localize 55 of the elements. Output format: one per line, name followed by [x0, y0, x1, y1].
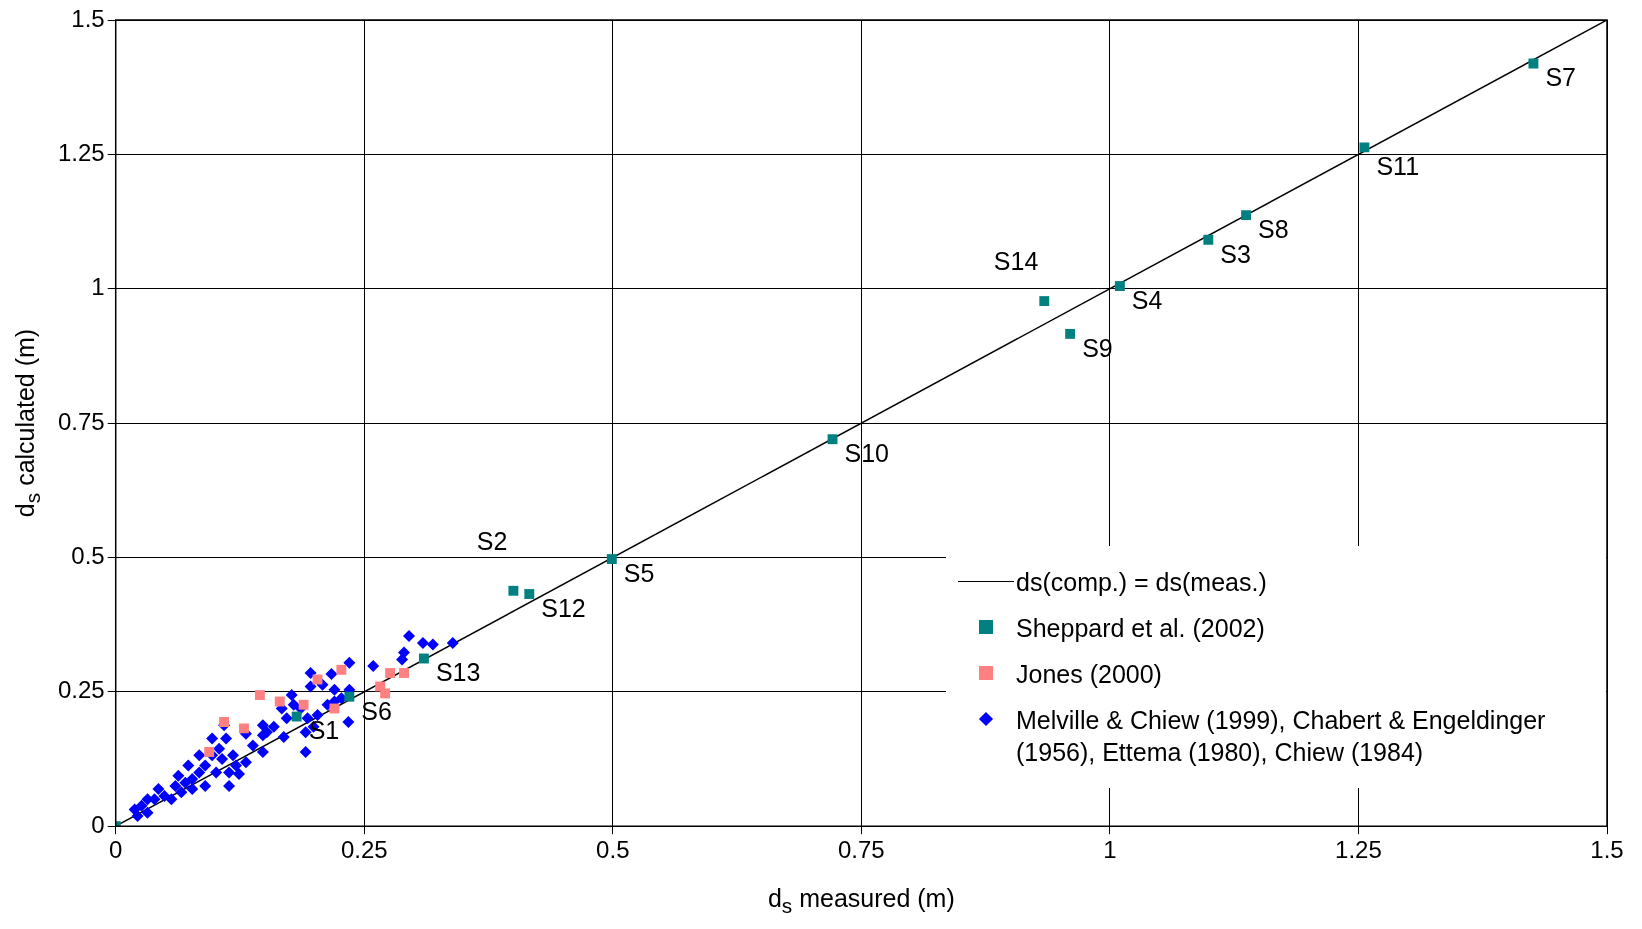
- point: [344, 691, 355, 702]
- annotation: S7: [1545, 63, 1577, 92]
- annotation: S5: [623, 558, 655, 587]
- legend-label: Jones (2000): [1016, 659, 1162, 691]
- point: [380, 688, 391, 699]
- x-tick-label: 1.25: [1335, 836, 1382, 864]
- point: [399, 668, 409, 678]
- annotation: S11: [1376, 152, 1420, 181]
- x-tick-label: 1.5: [1590, 836, 1624, 864]
- point: [274, 696, 285, 707]
- annotation: S12: [541, 593, 586, 622]
- x-axis-title: d$_{s}$ measured (m): [767, 884, 955, 919]
- point: [329, 703, 340, 714]
- x-tick-label: 1: [1103, 836, 1117, 864]
- point: [1065, 328, 1076, 339]
- x-tick-label: 0: [109, 836, 123, 864]
- annotation: S1: [308, 716, 340, 745]
- point: [219, 716, 230, 727]
- point: [606, 554, 617, 565]
- legend-label: Sheppard et al. (2002): [1016, 613, 1265, 645]
- point: [254, 690, 265, 701]
- annotation: S2: [476, 527, 508, 556]
- y-tick-label: 0.25: [57, 676, 105, 704]
- point: [524, 589, 535, 599]
- legend-label: Melville & Chiew (1999), Chabert & Engeldinger (1956), Ettema (1980), Chiew (1984): [1016, 705, 1547, 769]
- point: [1528, 58, 1539, 69]
- point: [1241, 210, 1252, 221]
- point: [336, 664, 347, 675]
- x-tick-label: 0.75: [838, 836, 885, 864]
- x-tick-label: 0.5: [596, 836, 630, 864]
- y-tick-label: 0: [91, 810, 105, 838]
- point: [1359, 142, 1370, 153]
- legend-label: ds(comp.) = ds(meas.): [1016, 567, 1267, 599]
- point: [1114, 281, 1125, 291]
- point: [291, 711, 302, 722]
- annotation: S4: [1131, 285, 1163, 314]
- point: [298, 699, 309, 710]
- y-tick-label: 1: [91, 273, 105, 301]
- point: [508, 585, 519, 596]
- point: [1203, 234, 1214, 245]
- annotation: S8: [1258, 214, 1289, 243]
- annotation: S14: [993, 246, 1039, 275]
- y-tick-label: 0.75: [57, 407, 105, 435]
- point: [1039, 296, 1050, 307]
- y-tick-label: 0.5: [71, 542, 105, 570]
- point: [827, 434, 838, 445]
- point: [239, 723, 249, 734]
- point: [418, 653, 429, 664]
- point: [204, 747, 215, 757]
- x-tick-label: 0.25: [340, 836, 388, 864]
- y-tick-label: 1.5: [71, 4, 105, 32]
- annotation: S13: [435, 658, 481, 687]
- y-tick-label: 1.25: [57, 138, 105, 166]
- annotation: S3: [1220, 239, 1251, 268]
- point: [385, 668, 396, 678]
